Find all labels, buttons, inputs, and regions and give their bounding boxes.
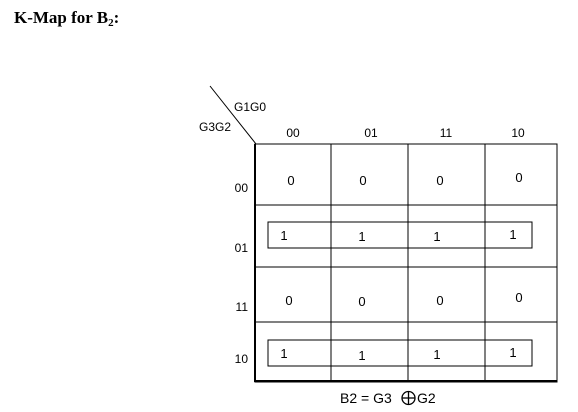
col-header: 00 [286,126,300,140]
cell-value: 0 [515,290,522,305]
cell-value: 1 [433,229,440,244]
cell-value: 1 [358,229,365,244]
row-var-label: G3G2 [199,120,231,134]
cell-value: 1 [358,348,365,363]
cell-value: 1 [509,227,516,242]
xor-operator-icon [401,390,416,406]
cell-value: 0 [436,293,443,308]
row-header: 10 [235,352,249,366]
row-header: 01 [235,241,249,255]
cell-value: 0 [515,170,522,185]
group-box-row-01 [267,221,533,249]
cell-value: 0 [436,173,443,188]
cell-value: 0 [358,294,365,309]
row-header: 11 [236,300,249,314]
cell-value: 1 [433,347,440,362]
cell-value: 1 [280,228,287,243]
row-header: 00 [235,181,249,195]
col-header: 01 [364,126,378,140]
cell-value: 0 [359,173,366,188]
col-header: 10 [511,126,525,140]
col-var-label: G1G0 [234,100,266,114]
group-box-row-10 [267,339,533,367]
col-header: 11 [440,126,453,140]
equation: B2 = G3 G2 [340,390,436,406]
cell-value: 1 [509,345,516,360]
page-title: K-Map for B2: [14,8,120,29]
cell-value: 0 [285,293,292,308]
cell-value: 0 [287,173,294,188]
equation-lhs: B2 = G3 [340,390,392,406]
corner-diagonal [209,85,257,145]
equation-rhs: G2 [417,390,436,406]
cell-value: 1 [280,346,287,361]
kmap-grid [254,143,558,383]
